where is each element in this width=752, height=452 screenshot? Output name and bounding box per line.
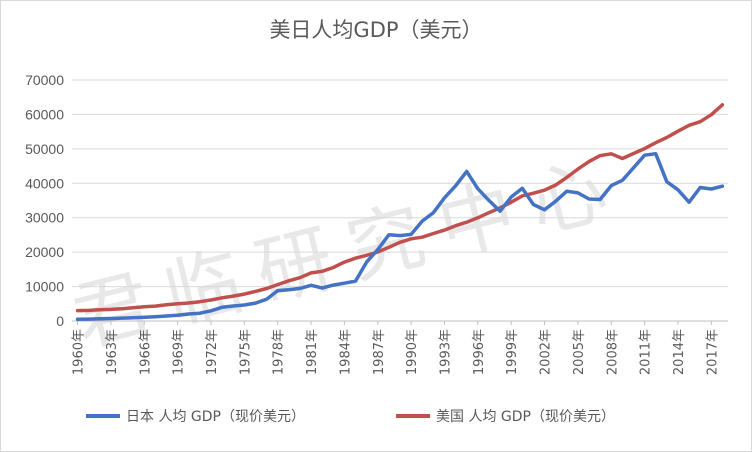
series-line-usa [75,103,725,313]
x-tick-label: 1984年 [338,329,353,375]
x-tick-label: 1990年 [405,329,420,375]
x-tick-label: 1963年 [105,329,120,375]
x-tick-label: 1969年 [172,329,187,375]
x-tick-label: 1999年 [505,329,520,375]
x-tick-label: 2005年 [572,329,587,375]
x-tick-label: 2008年 [605,329,620,375]
y-tick-label: 0 [56,313,64,329]
x-axis: 1960年 1963年 1966年 1969年 1972年 1975年 1978年 1981年… [72,321,720,375]
chart-title: 美日人均GDP（美元） [269,18,483,42]
gridlines [72,79,728,322]
x-tick-label: 2014年 [672,329,687,375]
y-tick-label: 50000 [25,141,64,157]
y-tick-label: 10000 [25,279,64,295]
legend-label-usa: 美国 人均 GDP（现价美元） [436,409,615,425]
x-tick-label: 1975年 [238,329,253,375]
y-tick-label: 70000 [25,72,64,88]
y-tick-label: 40000 [25,175,64,191]
series-lines [75,103,725,322]
legend-swatch-usa [396,414,430,418]
x-tick-label: 1966年 [138,329,153,375]
x-tick-label: 2017年 [705,329,720,375]
x-tick-label: 1981年 [305,329,320,375]
y-tick-label: 20000 [25,244,64,260]
legend-item-japan: 日本 人均 GDP（现价美元） [86,406,305,426]
x-tick-label: 1972年 [205,329,220,375]
legend-label-japan: 日本 人均 GDP（现价美元） [126,409,305,425]
x-tick-label: 1993年 [438,329,453,375]
y-axis: 0 10000 20000 30000 40000 50000 60000 70000 [25,72,64,329]
x-tick-label: 2011年 [639,329,654,375]
x-tick-label: 2002年 [539,329,554,375]
y-tick-label: 30000 [25,210,64,226]
x-tick-label: 1987年 [372,329,387,375]
x-tick-label: 1960年 [72,329,87,375]
x-tick-label: 1978年 [272,329,287,375]
x-tick-label: 1996年 [472,329,487,375]
series-line-japan [75,151,725,322]
legend-swatch-japan [86,414,120,418]
legend-item-usa: 美国 人均 GDP（现价美元） [396,406,615,426]
y-tick-label: 60000 [25,106,64,122]
